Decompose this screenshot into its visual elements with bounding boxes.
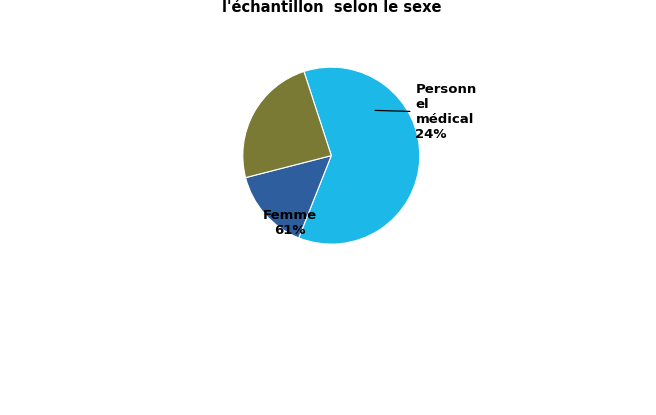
Wedge shape: [298, 67, 420, 244]
Text: Personn
el
médical
24%: Personn el médical 24%: [375, 83, 477, 142]
Wedge shape: [243, 71, 331, 178]
Text: Femme
61%: Femme 61%: [263, 208, 318, 237]
Title: Figure N° 2: Répartition de
l'échantillon  selon le sexe: Figure N° 2: Répartition de l'échantillo…: [220, 0, 443, 15]
Wedge shape: [245, 156, 331, 238]
